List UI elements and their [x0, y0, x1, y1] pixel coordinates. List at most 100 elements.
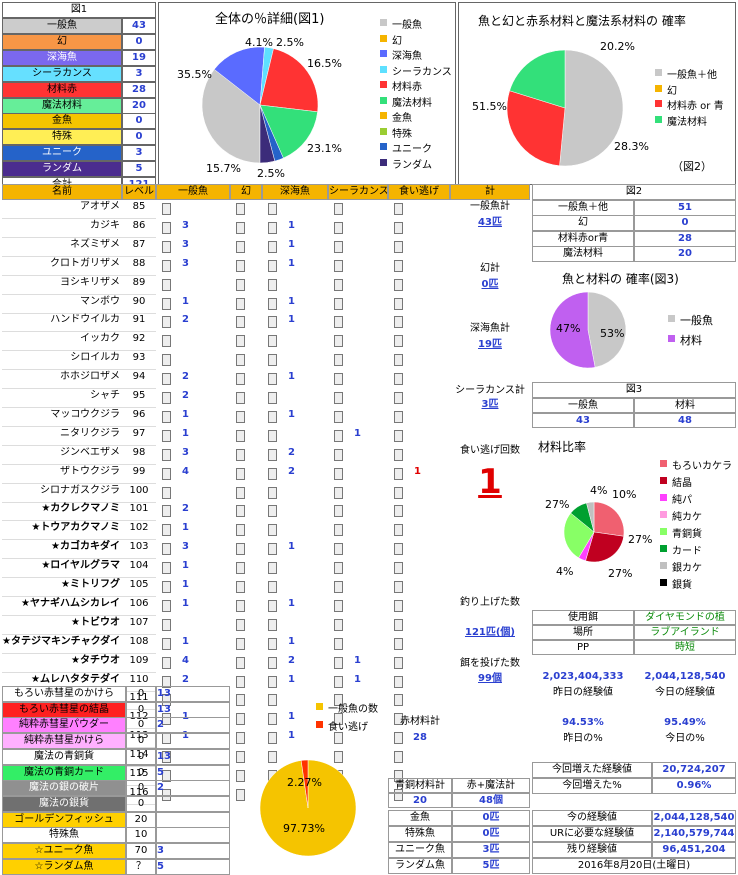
spinner-control[interactable] [394, 562, 403, 575]
spinner-control[interactable] [334, 713, 343, 726]
spinner-control[interactable] [162, 562, 171, 575]
spinner-control[interactable] [162, 335, 171, 348]
spinner-control[interactable] [236, 354, 245, 367]
spinner-control[interactable] [162, 581, 171, 593]
spinner-control[interactable] [394, 505, 403, 518]
spinner-control[interactable] [162, 240, 171, 253]
spinner-control[interactable] [334, 410, 343, 423]
spinner-control[interactable] [394, 203, 403, 215]
spinner-control[interactable] [162, 392, 171, 404]
spinner-control[interactable] [334, 373, 343, 386]
spinner-control[interactable] [394, 618, 403, 631]
spinner-control[interactable] [162, 448, 171, 461]
spinner-control[interactable] [334, 751, 343, 764]
spinner-control[interactable] [162, 524, 171, 537]
spinner-control[interactable] [394, 694, 403, 707]
spinner-control[interactable] [236, 259, 245, 272]
spinner-control[interactable] [236, 581, 245, 593]
spinner-control[interactable] [236, 448, 245, 461]
spinner-control[interactable] [394, 221, 403, 234]
spinner-control[interactable] [394, 448, 403, 461]
spinner-control[interactable] [162, 713, 171, 726]
spinner-control[interactable] [236, 203, 245, 215]
spinner-control[interactable] [236, 675, 245, 688]
spinner-control[interactable] [394, 278, 403, 291]
spinner-control[interactable] [334, 448, 343, 461]
spinner-control[interactable] [236, 732, 245, 745]
spinner-control[interactable] [268, 373, 277, 386]
spinner-control[interactable] [334, 524, 343, 537]
spinner-control[interactable] [268, 354, 277, 367]
spinner-control[interactable] [268, 240, 277, 253]
spinner-control[interactable] [394, 543, 403, 556]
spinner-control[interactable] [236, 694, 245, 707]
spinner-control[interactable] [268, 618, 277, 631]
spinner-control[interactable] [268, 694, 277, 707]
spinner-control[interactable] [236, 543, 245, 556]
spinner-control[interactable] [394, 335, 403, 348]
spinner-control[interactable] [268, 656, 277, 669]
spinner-control[interactable] [162, 429, 171, 442]
spinner-control[interactable] [334, 637, 343, 650]
spinner-control[interactable] [162, 259, 171, 272]
spinner-control[interactable] [236, 467, 245, 480]
spinner-control[interactable] [394, 392, 403, 404]
spinner-control[interactable] [334, 259, 343, 272]
spinner-control[interactable] [236, 221, 245, 234]
spinner-control[interactable] [236, 240, 245, 253]
spinner-control[interactable] [268, 599, 277, 612]
spinner-control[interactable] [236, 751, 245, 764]
spinner-control[interactable] [334, 732, 343, 745]
spinner-control[interactable] [334, 240, 343, 253]
spinner-control[interactable] [334, 278, 343, 291]
spinner-control[interactable] [334, 486, 343, 499]
spinner-control[interactable] [236, 278, 245, 291]
spinner-control[interactable] [394, 429, 403, 442]
spinner-control[interactable] [236, 562, 245, 575]
spinner-control[interactable] [236, 505, 245, 518]
spinner-control[interactable] [236, 316, 245, 329]
spinner-control[interactable] [268, 562, 277, 575]
spinner-control[interactable] [162, 694, 171, 707]
spinner-control[interactable] [334, 335, 343, 348]
spinner-control[interactable] [162, 373, 171, 386]
spinner-control[interactable] [334, 581, 343, 593]
spinner-control[interactable] [268, 713, 277, 726]
spinner-control[interactable] [268, 392, 277, 404]
spinner-control[interactable] [162, 278, 171, 291]
spinner-control[interactable] [268, 297, 277, 310]
spinner-control[interactable] [268, 467, 277, 480]
spinner-control[interactable] [268, 581, 277, 593]
spinner-control[interactable] [334, 599, 343, 612]
spinner-control[interactable] [162, 618, 171, 631]
spinner-control[interactable] [334, 618, 343, 631]
spinner-control[interactable] [268, 429, 277, 442]
spinner-control[interactable] [334, 297, 343, 310]
spinner-control[interactable] [162, 221, 171, 234]
spinner-control[interactable] [334, 354, 343, 367]
spinner-control[interactable] [394, 467, 403, 480]
spinner-control[interactable] [268, 637, 277, 650]
spinner-control[interactable] [268, 732, 277, 745]
spinner-control[interactable] [268, 335, 277, 348]
spinner-control[interactable] [334, 221, 343, 234]
spinner-control[interactable] [162, 467, 171, 480]
spinner-control[interactable] [268, 505, 277, 518]
spinner-control[interactable] [236, 713, 245, 726]
spinner-control[interactable] [394, 240, 403, 253]
spinner-control[interactable] [162, 203, 171, 215]
spinner-control[interactable] [162, 505, 171, 518]
spinner-control[interactable] [268, 259, 277, 272]
spinner-control[interactable] [394, 637, 403, 650]
spinner-control[interactable] [268, 410, 277, 423]
spinner-control[interactable] [334, 467, 343, 480]
spinner-control[interactable] [394, 297, 403, 310]
spinner-control[interactable] [268, 316, 277, 329]
spinner-control[interactable] [334, 505, 343, 518]
spinner-control[interactable] [334, 429, 343, 442]
spinner-control[interactable] [268, 203, 277, 215]
spinner-control[interactable] [334, 675, 343, 688]
spinner-control[interactable] [394, 599, 403, 612]
spinner-control[interactable] [162, 486, 171, 499]
spinner-control[interactable] [394, 410, 403, 423]
